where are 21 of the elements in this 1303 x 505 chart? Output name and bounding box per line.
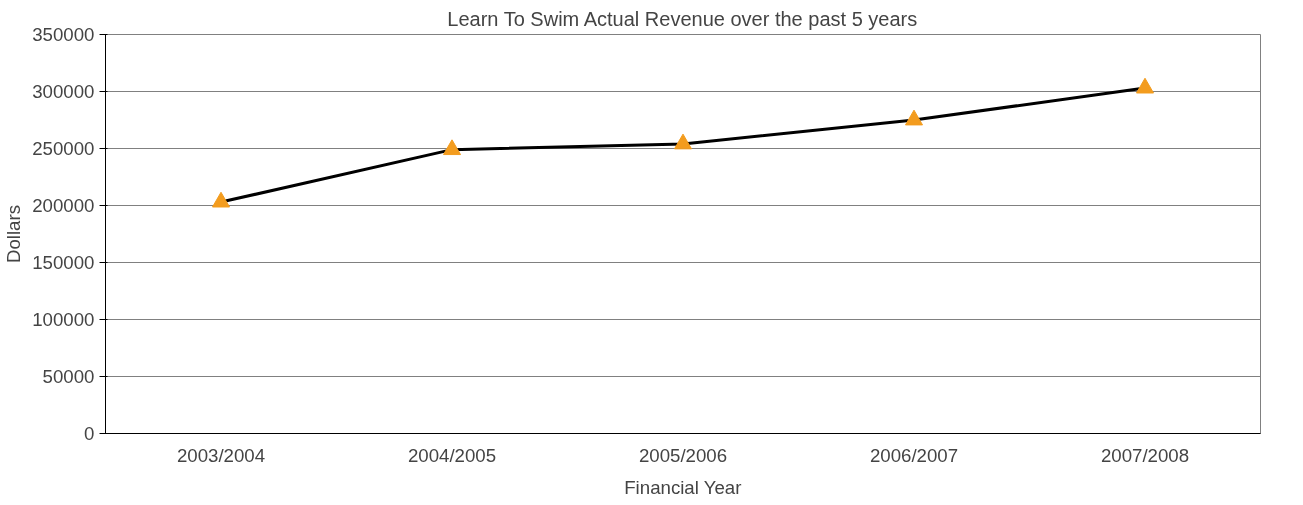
y-tick-label: 300000 bbox=[32, 81, 95, 102]
x-axis-title: Financial Year bbox=[624, 476, 742, 498]
x-tick-label: 2003/2004 bbox=[176, 444, 266, 466]
x-tick-label: 2006/2007 bbox=[869, 444, 959, 466]
y-axis-title: Dollars bbox=[3, 204, 25, 264]
y-tick-label: 100000 bbox=[32, 309, 95, 330]
point bbox=[212, 191, 230, 208]
x-tick-label: 2005/2006 bbox=[638, 444, 728, 466]
y-tick-label: 250000 bbox=[32, 138, 95, 159]
y-tick-label: 200000 bbox=[32, 195, 95, 216]
x-tick-label: 2007/2008 bbox=[1100, 444, 1190, 466]
point bbox=[443, 139, 461, 156]
point bbox=[674, 133, 692, 150]
chart-title: Learn To Swim Actual Revenue over the past 5 years bbox=[447, 7, 918, 30]
y-tick-label: 150000 bbox=[32, 252, 95, 273]
point bbox=[905, 109, 923, 126]
y-tick-label: 350000 bbox=[32, 24, 95, 45]
x-tick-label: 2004/2005 bbox=[407, 444, 497, 466]
y-tick-label: 50000 bbox=[42, 366, 95, 387]
point bbox=[1136, 77, 1154, 94]
y-tick-label: 0 bbox=[84, 423, 95, 444]
